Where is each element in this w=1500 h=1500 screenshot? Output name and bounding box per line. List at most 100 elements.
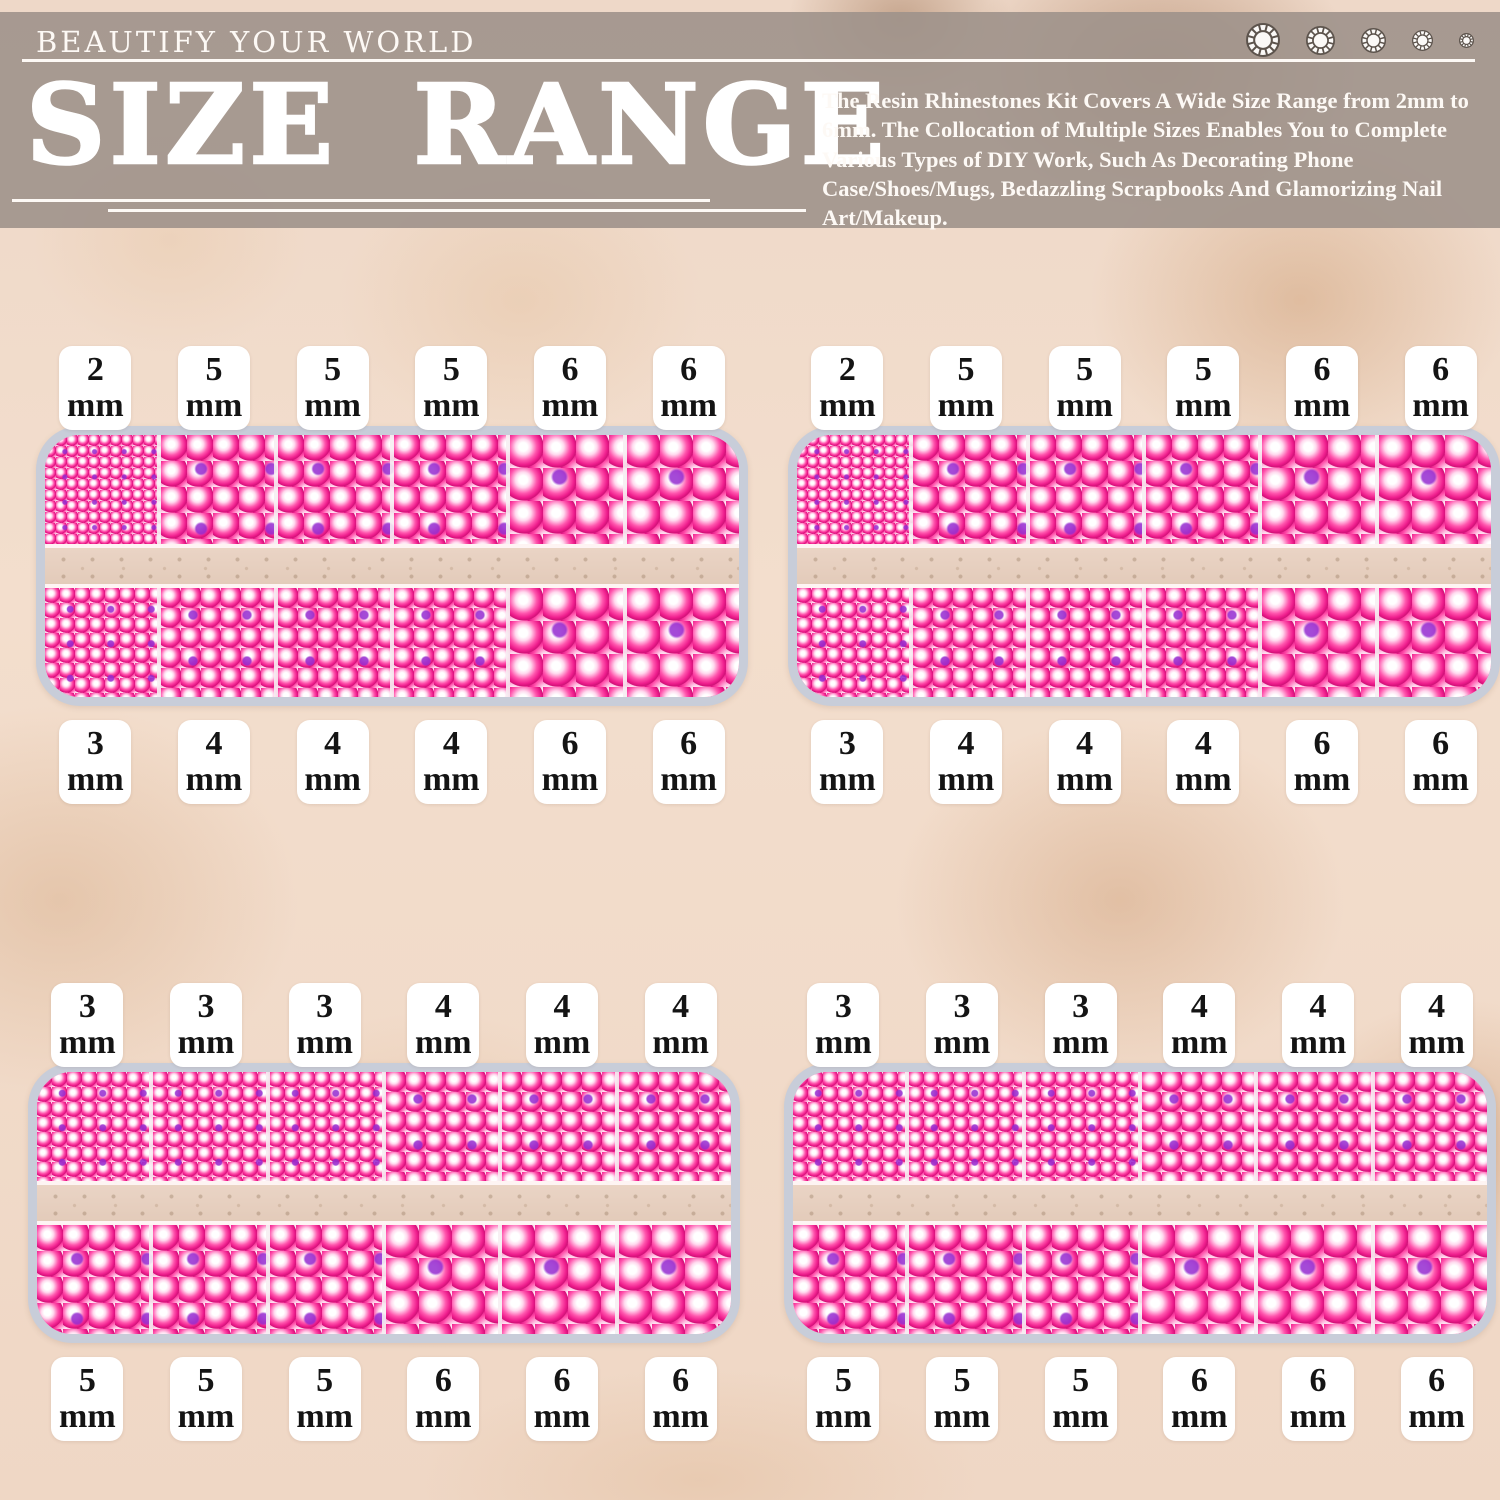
- size-value: 6: [1309, 1362, 1327, 1399]
- size-label-row-bottom: 5 mm 5 mm 5 mm 6 mm 6 mm 6 mm: [784, 1357, 1496, 1441]
- size-label-5mm: 5 mm: [925, 1357, 998, 1441]
- size-unit: mm: [1293, 387, 1351, 424]
- size-value: 3: [197, 988, 215, 1025]
- rhinestone-compartment-6mm: [1258, 1225, 1375, 1334]
- title-underline-1: [12, 199, 710, 202]
- size-label-4mm: 4 mm: [177, 720, 250, 804]
- size-range-description: The Resin Rhinestones Kit Covers A Wide …: [822, 88, 1469, 230]
- size-unit: mm: [1052, 1024, 1109, 1061]
- size-label-4mm: 4 mm: [296, 720, 369, 804]
- size-label-6mm: 6 mm: [1163, 1357, 1236, 1441]
- rhinestone-compartment-6mm: [510, 588, 627, 697]
- rhinestone-compartment-4mm: [1258, 1072, 1375, 1181]
- size-label-6mm: 6 mm: [533, 346, 606, 430]
- size-unit: mm: [67, 761, 124, 798]
- size-unit: mm: [1289, 1024, 1347, 1061]
- rhinestone-compartment-6mm: [626, 435, 739, 544]
- size-label-6mm: 6 mm: [1285, 720, 1358, 804]
- size-value: 4: [1076, 725, 1094, 762]
- size-value: 5: [324, 351, 342, 388]
- size-value: 6: [1190, 1362, 1208, 1399]
- size-unit: mm: [59, 1398, 116, 1435]
- size-label-3mm: 3 mm: [51, 983, 124, 1067]
- size-label-6mm: 6 mm: [1400, 1357, 1473, 1441]
- rhinestone-compartment-6mm: [510, 435, 627, 544]
- rhinestone-tray-bottom-right: [784, 1063, 1496, 1343]
- size-unit: mm: [185, 761, 243, 798]
- size-unit: mm: [1412, 387, 1469, 424]
- size-value: 3: [78, 988, 96, 1025]
- size-value: 3: [834, 988, 852, 1025]
- size-value: 4: [1190, 988, 1208, 1025]
- size-label-3mm: 3 mm: [1044, 983, 1117, 1067]
- rhinestone-compartment-3mm: [37, 1072, 154, 1181]
- size-label-6mm: 6 mm: [652, 720, 725, 804]
- size-unit: mm: [1052, 1398, 1109, 1435]
- rhinestone-compartment-6mm: [626, 588, 739, 697]
- size-value: 6: [1313, 351, 1331, 388]
- size-label-2mm: 2 mm: [811, 346, 884, 430]
- size-unit: mm: [1412, 761, 1469, 798]
- compartment-row: [793, 1072, 1487, 1181]
- rhinestone-compartment-4mm: [1141, 1072, 1259, 1181]
- size-label-5mm: 5 mm: [288, 1357, 361, 1441]
- size-value: 5: [197, 1362, 215, 1399]
- size-label-3mm: 3 mm: [925, 983, 998, 1067]
- size-label-4mm: 4 mm: [644, 983, 717, 1067]
- size-value: 5: [442, 351, 460, 388]
- compartment-row: [37, 1225, 731, 1334]
- size-value: 5: [205, 351, 223, 388]
- size-label-row-bottom: 3 mm 4 mm 4 mm 4 mm 6 mm 6 mm: [36, 720, 748, 804]
- size-unit: mm: [1289, 1398, 1347, 1435]
- size-value: 5: [1076, 351, 1094, 388]
- size-label-5mm: 5 mm: [296, 346, 369, 430]
- rhinestone-compartment-5mm: [161, 435, 278, 544]
- size-value: 6: [680, 725, 698, 762]
- size-value: 4: [672, 988, 690, 1025]
- rhinestone-compartment-3mm: [797, 588, 914, 697]
- size-label-5mm: 5 mm: [51, 1357, 124, 1441]
- rhinestone-compartment-4mm: [277, 588, 394, 697]
- size-label-6mm: 6 mm: [525, 1357, 598, 1441]
- rhinestone-icon: [1306, 25, 1335, 55]
- rhinestone-compartment-5mm: [37, 1225, 154, 1334]
- size-unit: mm: [296, 1024, 353, 1061]
- size-unit: mm: [937, 761, 995, 798]
- size-unit: mm: [1170, 1398, 1228, 1435]
- size-label-5mm: 5 mm: [807, 1357, 880, 1441]
- size-label-6mm: 6 mm: [644, 1357, 717, 1441]
- size-label-3mm: 3 mm: [59, 720, 132, 804]
- rhinestone-compartment-6mm: [502, 1225, 619, 1334]
- size-value: 5: [1194, 351, 1212, 388]
- size-label-5mm: 5 mm: [169, 1357, 242, 1441]
- size-label-4mm: 4 mm: [1163, 983, 1236, 1067]
- size-unit: mm: [660, 761, 717, 798]
- size-unit: mm: [1056, 387, 1113, 424]
- size-unit: mm: [304, 387, 361, 424]
- size-value: 5: [834, 1362, 852, 1399]
- size-value: 6: [553, 1362, 571, 1399]
- size-unit: mm: [1293, 761, 1351, 798]
- size-label-2mm: 2 mm: [59, 346, 132, 430]
- rhinestone-tray-unit-bottom-left: 3 mm 3 mm 3 mm 4 mm 4 mm 4 mm 5 mm 5 mm 5 mm 6 mm 6 mm 6 mm: [28, 983, 740, 1441]
- rhinestone-tray-bottom-left: [28, 1063, 740, 1343]
- rhinestone-compartment-4mm: [1145, 588, 1263, 697]
- rhinestone-compartment-4mm: [385, 1072, 503, 1181]
- size-label-4mm: 4 mm: [929, 720, 1002, 804]
- page-title: SIZE RANGE: [25, 60, 889, 189]
- size-unit: mm: [533, 1398, 591, 1435]
- size-value: 5: [953, 1362, 971, 1399]
- rhinestone-compartment-5mm: [269, 1225, 386, 1334]
- size-value: 3: [838, 725, 856, 762]
- size-value: 3: [316, 988, 334, 1025]
- size-label-5mm: 5 mm: [1048, 346, 1121, 430]
- size-value: 4: [553, 988, 571, 1025]
- size-value: 4: [1194, 725, 1212, 762]
- size-unit: mm: [177, 1024, 235, 1061]
- size-label-row-top: 3 mm 3 mm 3 mm 4 mm 4 mm 4 mm: [28, 983, 740, 1067]
- rhinestone-compartment-6mm: [1374, 1225, 1487, 1334]
- size-unit: mm: [652, 1024, 709, 1061]
- size-unit: mm: [1408, 1024, 1465, 1061]
- size-unit: mm: [422, 761, 480, 798]
- rhinestone-compartment-6mm: [1378, 588, 1491, 697]
